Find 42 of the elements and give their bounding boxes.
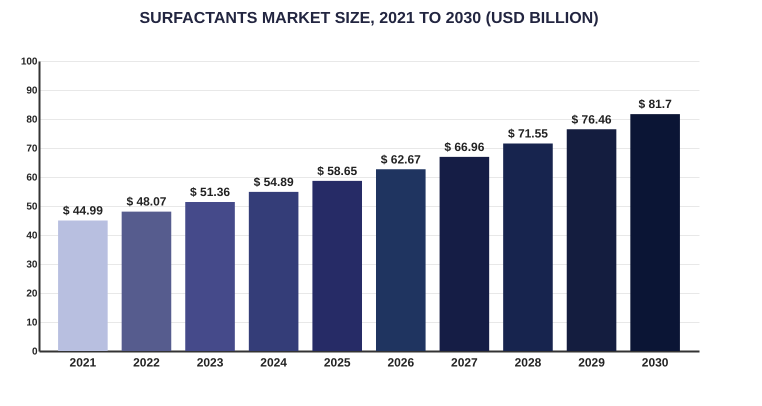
y-tick-label: 0 [32,346,38,358]
data-label: $ 62.67 [380,152,422,166]
y-tick-label: 70 [26,144,38,154]
bar [122,212,172,351]
y-tick-label: 30 [26,260,38,270]
chart-title: SURFACTANTS MARKET SIZE, 2021 TO 2030 (USD BILLION) [139,10,599,27]
y-tick-label: 10 [26,318,38,328]
data-label: $ 44.99 [62,204,104,218]
data-label: $ 76.46 [572,112,612,126]
x-tick-label: 2025 [324,356,351,370]
bar [248,192,298,351]
data-label: $ 51.36 [190,185,230,200]
data-label: $ 58.65 [317,164,358,178]
data-label: $ 71.55 [508,126,548,141]
bar [503,144,553,351]
y-tick-label: 100 [20,56,38,68]
bar [630,114,680,351]
bar [312,180,362,351]
bar [58,220,108,351]
x-tick-label: 2024 [260,356,288,370]
x-tick-label: 2026 [387,356,414,370]
bar [376,169,426,351]
x-tick-label: 2028 [514,356,542,370]
data-label: $ 81.7 [638,97,672,112]
x-tick-label: 2021 [70,356,97,370]
x-tick-label: 2029 [578,356,606,370]
bar [566,129,616,351]
data-label: $ 48.07 [126,194,167,209]
x-tick-label: 2023 [196,356,224,370]
bar [440,156,490,351]
bar [185,202,235,351]
data-label: $ 66.96 [444,140,485,154]
y-tick-label: 80 [26,114,38,126]
data-label: $ 54.89 [254,174,294,189]
y-tick-label: 40 [26,230,38,242]
y-tick-label: 60 [26,172,38,184]
x-tick-label: 2030 [642,356,669,370]
x-tick-label: 2022 [133,356,160,370]
y-tick-label: 50 [26,202,38,212]
y-tick-label: 90 [26,86,38,96]
y-tick-label: 20 [26,288,38,300]
x-tick-label: 2027 [451,356,478,370]
